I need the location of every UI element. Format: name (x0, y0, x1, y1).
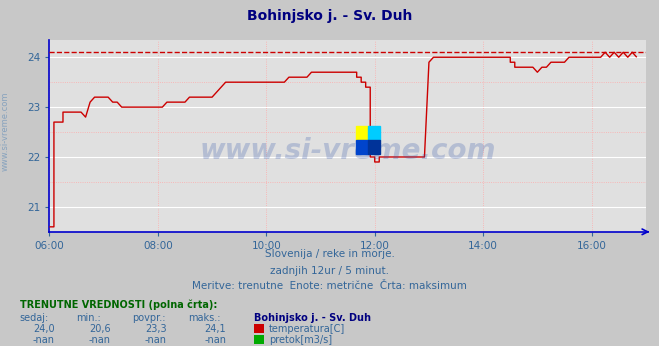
Text: -nan: -nan (33, 335, 55, 345)
Bar (356, 139, 368, 154)
Text: -nan: -nan (204, 335, 226, 345)
Text: TRENUTNE VREDNOSTI (polna črta):: TRENUTNE VREDNOSTI (polna črta): (20, 300, 217, 310)
Text: www.si-vreme.com: www.si-vreme.com (200, 137, 496, 165)
Text: Slovenija / reke in morje.: Slovenija / reke in morje. (264, 249, 395, 259)
Text: -nan: -nan (89, 335, 111, 345)
Bar (356, 126, 368, 139)
Text: maks.:: maks.: (188, 313, 220, 323)
Text: 20,6: 20,6 (89, 324, 111, 334)
Text: pretok[m3/s]: pretok[m3/s] (269, 335, 332, 345)
Bar (368, 126, 380, 139)
Text: temperatura[C]: temperatura[C] (269, 324, 345, 334)
Text: povpr.:: povpr.: (132, 313, 165, 323)
Text: Meritve: trenutne  Enote: metrične  Črta: maksimum: Meritve: trenutne Enote: metrične Črta: … (192, 282, 467, 291)
Bar (368, 139, 380, 154)
Text: Bohinjsko j. - Sv. Duh: Bohinjsko j. - Sv. Duh (254, 313, 371, 323)
Text: 24,1: 24,1 (204, 324, 226, 334)
Text: -nan: -nan (145, 335, 167, 345)
Text: min.:: min.: (76, 313, 101, 323)
Text: 23,3: 23,3 (145, 324, 167, 334)
Text: Bohinjsko j. - Sv. Duh: Bohinjsko j. - Sv. Duh (247, 9, 412, 22)
Text: www.si-vreme.com: www.si-vreme.com (1, 92, 10, 171)
Text: sedaj:: sedaj: (20, 313, 49, 323)
Text: zadnjih 12ur / 5 minut.: zadnjih 12ur / 5 minut. (270, 266, 389, 275)
Text: 24,0: 24,0 (33, 324, 55, 334)
